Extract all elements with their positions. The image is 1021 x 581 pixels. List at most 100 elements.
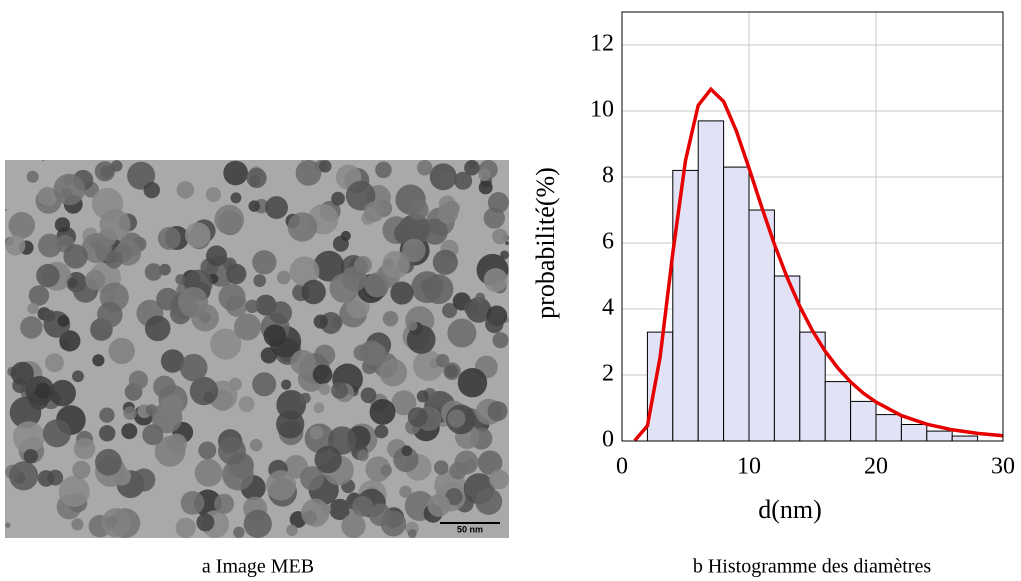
particle: [36, 263, 60, 288]
histogram-bar: [824, 381, 852, 442]
particle: [196, 513, 215, 532]
particle: [331, 191, 345, 206]
histogram-bar: [723, 166, 750, 442]
histogram-bar: [926, 430, 953, 442]
particle: [177, 286, 209, 318]
particle: [121, 423, 138, 440]
particle: [37, 470, 55, 487]
particle: [391, 390, 417, 416]
particle: [407, 320, 418, 331]
particle: [81, 233, 112, 264]
particle: [144, 315, 171, 342]
particle: [505, 241, 509, 246]
particle: [10, 361, 34, 385]
particle: [222, 458, 254, 491]
particle: [380, 464, 392, 477]
histogram-bar: [672, 169, 699, 442]
particle: [314, 445, 342, 474]
particle: [157, 226, 181, 250]
particle: [319, 160, 332, 173]
particle: [238, 396, 255, 413]
particle: [233, 526, 245, 538]
particle: [301, 279, 326, 305]
particle: [59, 330, 81, 352]
particle: [485, 314, 504, 334]
particle: [44, 353, 64, 373]
particle: [253, 274, 267, 287]
particle: [111, 160, 123, 172]
particle: [477, 450, 503, 476]
particle: [42, 160, 44, 162]
particle: [98, 425, 116, 442]
particle: [478, 180, 493, 195]
particle: [252, 250, 277, 275]
particle: [340, 230, 351, 242]
particle: [487, 192, 510, 214]
particle: [397, 214, 430, 246]
particle: [357, 449, 369, 462]
x-tick-label: 20: [864, 454, 888, 480]
particle: [407, 407, 428, 427]
x-tick-label: 0: [616, 454, 628, 480]
particle: [290, 349, 316, 375]
particle: [92, 354, 105, 367]
particle: [500, 250, 509, 260]
particle: [57, 315, 70, 327]
particle: [454, 171, 473, 190]
particle: [412, 350, 444, 381]
y-tick-label: 2: [602, 361, 614, 387]
particle: [184, 222, 211, 248]
y-tick-label: 12: [590, 31, 614, 57]
particle: [445, 488, 463, 506]
particle: [108, 337, 135, 365]
particle: [248, 200, 260, 212]
particle: [53, 173, 86, 206]
particle: [478, 168, 492, 182]
particle: [143, 181, 160, 199]
particle: [369, 398, 396, 425]
particle: [175, 517, 196, 539]
particle: [364, 272, 390, 298]
y-tick-label: 8: [602, 163, 614, 189]
particle: [205, 186, 221, 203]
particle: [393, 446, 419, 473]
particle: [132, 468, 156, 492]
particle: [327, 426, 357, 455]
y-tick-label: 6: [602, 229, 614, 255]
particle: [99, 407, 115, 423]
particle: [487, 401, 508, 422]
particle: [408, 199, 429, 220]
particle: [464, 160, 480, 176]
particle: [23, 449, 38, 464]
particle: [194, 459, 223, 487]
particle: [444, 364, 459, 379]
particle: [492, 228, 508, 245]
particle: [37, 186, 58, 207]
particle: [180, 490, 205, 515]
particle: [63, 244, 88, 269]
particle: [20, 316, 43, 339]
particle: [442, 302, 458, 319]
particle: [341, 266, 368, 292]
particle: [289, 256, 320, 287]
particle: [360, 387, 377, 404]
particle: [379, 358, 408, 387]
particle: [313, 314, 328, 329]
particle: [58, 475, 90, 508]
particle: [176, 181, 195, 199]
particle: [402, 238, 426, 263]
particle: [318, 383, 331, 396]
y-axis-label: probabilité(%): [531, 167, 560, 319]
particle: [406, 325, 436, 354]
particle: [26, 170, 39, 183]
particle: [198, 441, 217, 460]
particle: [341, 513, 366, 538]
particle: [416, 160, 433, 176]
histogram-bar: [697, 120, 725, 442]
x-axis-label: d(nm): [758, 495, 822, 524]
particle: [416, 390, 429, 403]
particle: [100, 165, 114, 179]
particle: [214, 493, 235, 514]
particle: [301, 498, 330, 527]
particle: [249, 438, 263, 452]
